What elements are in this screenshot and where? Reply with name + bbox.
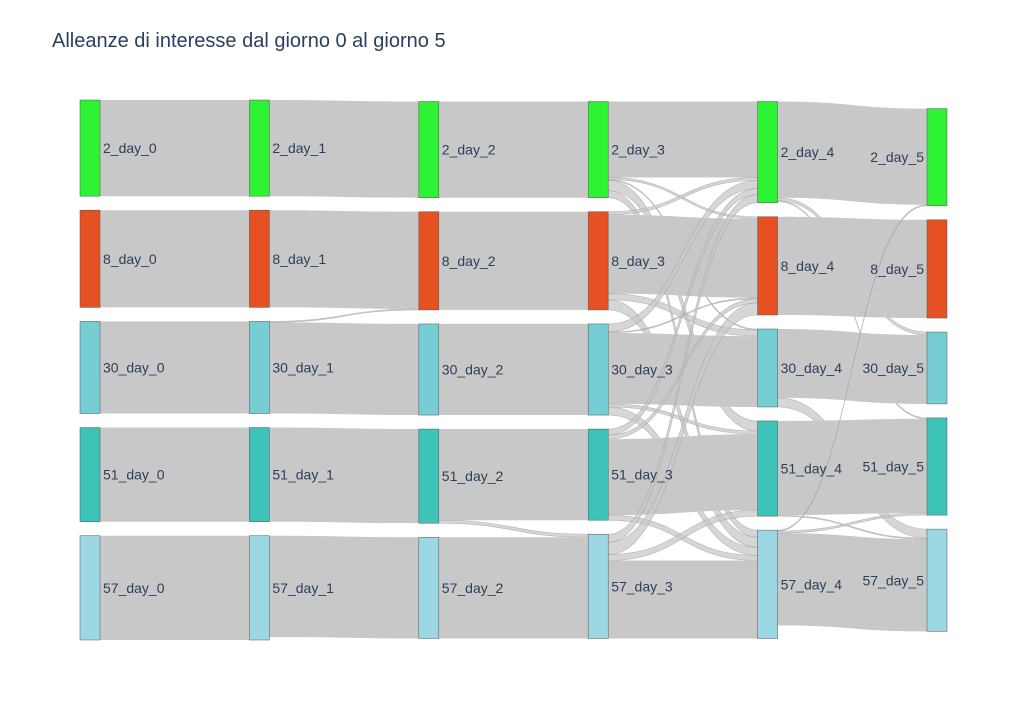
node-57_day_4[interactable]: [757, 529, 778, 639]
link-2_day_1-to-2_day_2[interactable]: [269, 100, 419, 198]
link-51_day_1-to-51_day_2[interactable]: [269, 427, 419, 524]
node-51_day_1[interactable]: [249, 427, 270, 522]
node-label-30_day_1: 30_day_1: [272, 359, 334, 375]
node-label-30_day_4: 30_day_4: [781, 360, 843, 376]
node-57_day_5[interactable]: [926, 528, 948, 632]
node-57_day_3[interactable]: [587, 533, 609, 639]
node-2_day_0[interactable]: [79, 99, 101, 197]
node-label-2_day_1: 2_day_1: [272, 140, 326, 156]
node-label-30_day_2: 30_day_2: [442, 361, 504, 377]
node-label-8_day_1: 8_day_1: [272, 251, 326, 267]
node-label-2_day_5: 2_day_5: [870, 149, 924, 165]
node-label-57_day_5: 57_day_5: [862, 572, 924, 588]
node-30_day_0[interactable]: [79, 321, 101, 414]
node-2_day_1[interactable]: [249, 99, 270, 197]
node-label-51_day_3: 51_day_3: [611, 467, 673, 483]
link-8_day_1-to-8_day_2[interactable]: [269, 210, 419, 309]
node-label-8_day_5: 8_day_5: [870, 261, 924, 277]
chart-title: Alleanze di interesse dal giorno 0 al gi…: [52, 30, 446, 52]
node-2_day_4[interactable]: [757, 101, 778, 204]
node-label-57_day_0: 57_day_0: [103, 580, 165, 596]
node-30_day_3[interactable]: [587, 323, 609, 416]
node-51_day_5[interactable]: [926, 417, 948, 516]
node-label-57_day_2: 57_day_2: [442, 580, 504, 596]
node-2_day_2[interactable]: [418, 101, 440, 198]
node-30_day_1[interactable]: [249, 321, 270, 414]
node-label-8_day_3: 8_day_3: [611, 253, 665, 269]
link-51_day_2-to-57_day_3[interactable]: [438, 519, 589, 538]
node-label-51_day_0: 51_day_0: [103, 467, 165, 483]
link-57_day_4-to-57_day_5[interactable]: [777, 533, 927, 632]
node-30_day_4[interactable]: [757, 328, 778, 408]
node-label-51_day_5: 51_day_5: [862, 459, 924, 475]
node-57_day_1[interactable]: [249, 535, 270, 641]
link-30_day_1-to-30_day_2[interactable]: [269, 322, 419, 416]
link-51_day_4-to-51_day_5[interactable]: [777, 418, 927, 516]
link-30_day_2-to-30_day_3[interactable]: [438, 323, 589, 416]
link-8_day_4-to-8_day_5[interactable]: [777, 216, 927, 319]
link-51_day_0-to-51_day_1[interactable]: [100, 427, 250, 522]
link-30_day_0-to-30_day_1[interactable]: [100, 321, 250, 414]
node-label-2_day_0: 2_day_0: [103, 140, 157, 156]
link-8_day_2-to-8_day_3[interactable]: [438, 211, 589, 310]
labels-layer: 2_day_0 8_day_0 30_day_0 51_day_0 57_day_0 2_…: [103, 140, 924, 596]
node-51_day_3[interactable]: [587, 428, 609, 521]
node-label-57_day_3: 57_day_3: [611, 578, 673, 594]
node-8_day_0[interactable]: [79, 209, 101, 308]
node-label-51_day_4: 51_day_4: [781, 461, 843, 477]
node-label-2_day_3: 2_day_3: [611, 142, 665, 158]
node-51_day_2[interactable]: [418, 428, 440, 524]
nodes-layer: [79, 99, 948, 641]
node-30_day_2[interactable]: [418, 323, 440, 416]
node-57_day_0[interactable]: [79, 535, 101, 641]
link-57_day_0-to-57_day_1[interactable]: [100, 535, 250, 640]
node-label-30_day_5: 30_day_5: [862, 360, 924, 376]
node-51_day_4[interactable]: [757, 420, 778, 517]
node-30_day_5[interactable]: [926, 331, 948, 405]
node-label-2_day_2: 2_day_2: [442, 142, 496, 158]
node-label-51_day_1: 51_day_1: [272, 467, 334, 483]
node-2_day_5[interactable]: [926, 108, 948, 207]
link-57_day_3-to-57_day_4[interactable]: [608, 560, 758, 639]
node-label-8_day_4: 8_day_4: [781, 258, 835, 274]
link-30_day_1-to-8_day_2[interactable]: [269, 308, 420, 323]
node-label-8_day_2: 8_day_2: [442, 253, 496, 269]
link-51_day_3-to-51_day_4[interactable]: [608, 434, 758, 516]
node-57_day_2[interactable]: [418, 536, 440, 639]
node-label-30_day_0: 30_day_0: [103, 359, 165, 375]
link-2_day_4-to-2_day_5[interactable]: [777, 101, 927, 205]
node-2_day_3[interactable]: [587, 101, 609, 198]
link-8_day_0-to-8_day_1[interactable]: [100, 210, 250, 308]
node-8_day_4[interactable]: [757, 216, 778, 316]
link-57_day_2-to-57_day_3[interactable]: [438, 537, 589, 639]
link-2_day_2-to-2_day_3[interactable]: [438, 101, 589, 198]
node-51_day_0[interactable]: [79, 427, 101, 522]
node-8_day_1[interactable]: [249, 209, 270, 308]
node-label-30_day_3: 30_day_3: [611, 361, 673, 377]
link-2_day_0-to-2_day_1[interactable]: [100, 100, 250, 197]
node-label-2_day_4: 2_day_4: [781, 144, 835, 160]
node-8_day_3[interactable]: [587, 211, 609, 311]
link-57_day_1-to-57_day_2[interactable]: [269, 535, 419, 639]
node-label-8_day_0: 8_day_0: [103, 251, 157, 267]
link-51_day_2-to-51_day_3[interactable]: [438, 429, 589, 521]
links-layer: [100, 100, 928, 640]
node-label-51_day_2: 51_day_2: [442, 468, 504, 484]
link-2_day_3-to-2_day_4[interactable]: [608, 101, 758, 178]
node-8_day_2[interactable]: [418, 211, 440, 311]
node-8_day_5[interactable]: [926, 219, 948, 319]
node-label-57_day_4: 57_day_4: [781, 576, 843, 592]
node-label-57_day_1: 57_day_1: [272, 580, 334, 596]
